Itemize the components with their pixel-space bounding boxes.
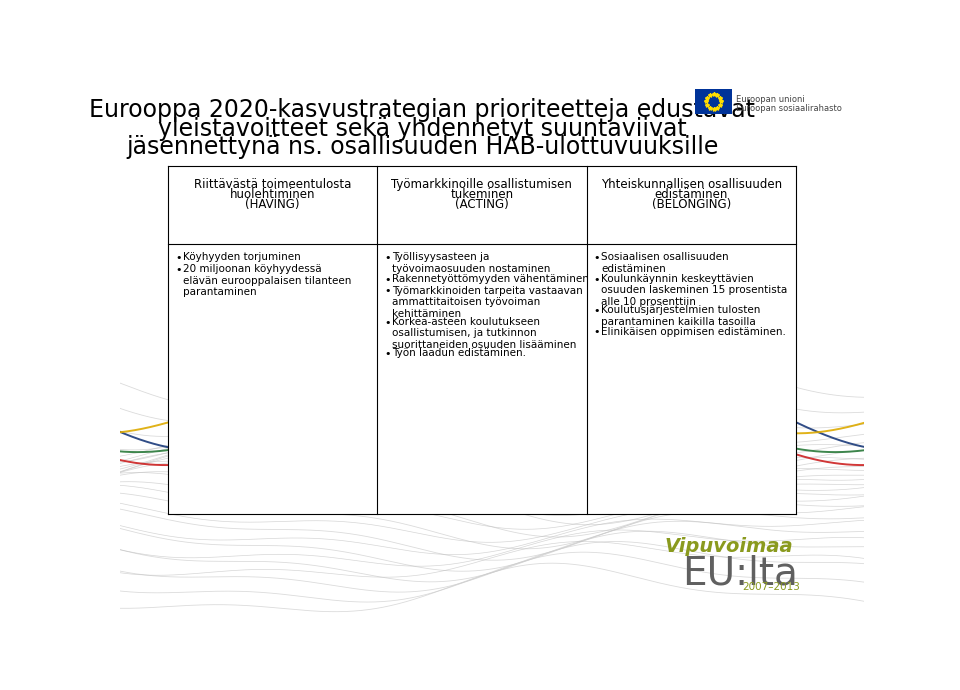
Text: tukeminen: tukeminen [450,188,514,201]
Text: Rakennetyöttömyyden vähentäminen: Rakennetyöttömyyden vähentäminen [392,274,588,284]
Text: Työmarkkinoille osallistumisen: Työmarkkinoille osallistumisen [392,177,572,190]
Text: Elinikäisen oppimisen edistäminen.: Elinikäisen oppimisen edistäminen. [601,326,786,337]
Text: Työn laadun edistäminen.: Työn laadun edistäminen. [392,348,526,358]
Text: (HAVING): (HAVING) [246,197,300,210]
Text: •: • [384,286,391,297]
Text: 2007–2013: 2007–2013 [742,582,800,592]
Text: •: • [593,327,600,337]
Text: •: • [593,253,600,263]
Text: jäsennettynä ns. osallisuuden HAB-ulottuvuuksille: jäsennettynä ns. osallisuuden HAB-ulottu… [126,135,718,159]
Text: •: • [384,253,391,263]
Text: Koulutusjärjestelmien tulosten
parantaminen kaikilla tasoilla: Koulutusjärjestelmien tulosten parantami… [601,305,760,326]
Bar [695,89,732,114]
Bar [168,166,796,514]
Text: Korkea-asteen koulutukseen
osallistumisen, ja tutkinnon
suorittaneiden osuuden l: Korkea-asteen koulutukseen osallistumise… [392,317,576,350]
Text: •: • [384,317,391,328]
Text: EU:lta: EU:lta [682,554,798,592]
Text: edistäminen: edistäminen [655,188,728,201]
Text: (ACTING): (ACTING) [455,197,509,210]
Text: Vipuvoimaa: Vipuvoimaa [664,537,793,556]
Text: Eurooppa 2020-kasvustrategian prioriteetteja edustavat: Eurooppa 2020-kasvustrategian prioriteet… [89,98,756,122]
Text: yleistavoitteet sekä yhdennetyt suuntaviivat: yleistavoitteet sekä yhdennetyt suuntavi… [157,117,686,141]
Text: •: • [175,265,181,275]
Text: Riittävästä toimeentulosta: Riittävästä toimeentulosta [194,177,351,190]
Text: Työmarkkinoiden tarpeita vastaavan
ammattitaitoisen työvoiman
kehittäminen: Työmarkkinoiden tarpeita vastaavan ammat… [392,286,583,319]
Text: huolehtiminen: huolehtiminen [230,188,316,201]
Text: 20 miljoonan köyhyydessä
elävän eurooppalaisen tilanteen
parantaminen: 20 miljoonan köyhyydessä elävän eurooppa… [182,264,351,297]
Text: Työllisyysasteen ja
työvoimaosuuden nostaminen: Työllisyysasteen ja työvoimaosuuden nost… [392,253,550,274]
Text: Euroopan sosiaalirahasto: Euroopan sosiaalirahasto [736,104,842,113]
Text: •: • [593,275,600,284]
Text: (BELONGING): (BELONGING) [652,197,731,210]
Text: Euroopan unioni: Euroopan unioni [736,95,804,104]
Text: •: • [593,306,600,316]
Text: •: • [175,253,181,263]
Text: Koulunkäynnin keskeyttävien
osuuden laskeminen 15 prosentista
alle 10 prosenttii: Koulunkäynnin keskeyttävien osuuden lask… [601,274,787,307]
Text: •: • [384,275,391,284]
Text: Yhteiskunnallisen osallisuuden: Yhteiskunnallisen osallisuuden [601,177,781,190]
Text: •: • [384,349,391,359]
Text: Sosiaalisen osallisuuden
edistäminen: Sosiaalisen osallisuuden edistäminen [601,253,729,274]
Text: Köyhyyden torjuminen: Köyhyyden torjuminen [182,253,300,262]
